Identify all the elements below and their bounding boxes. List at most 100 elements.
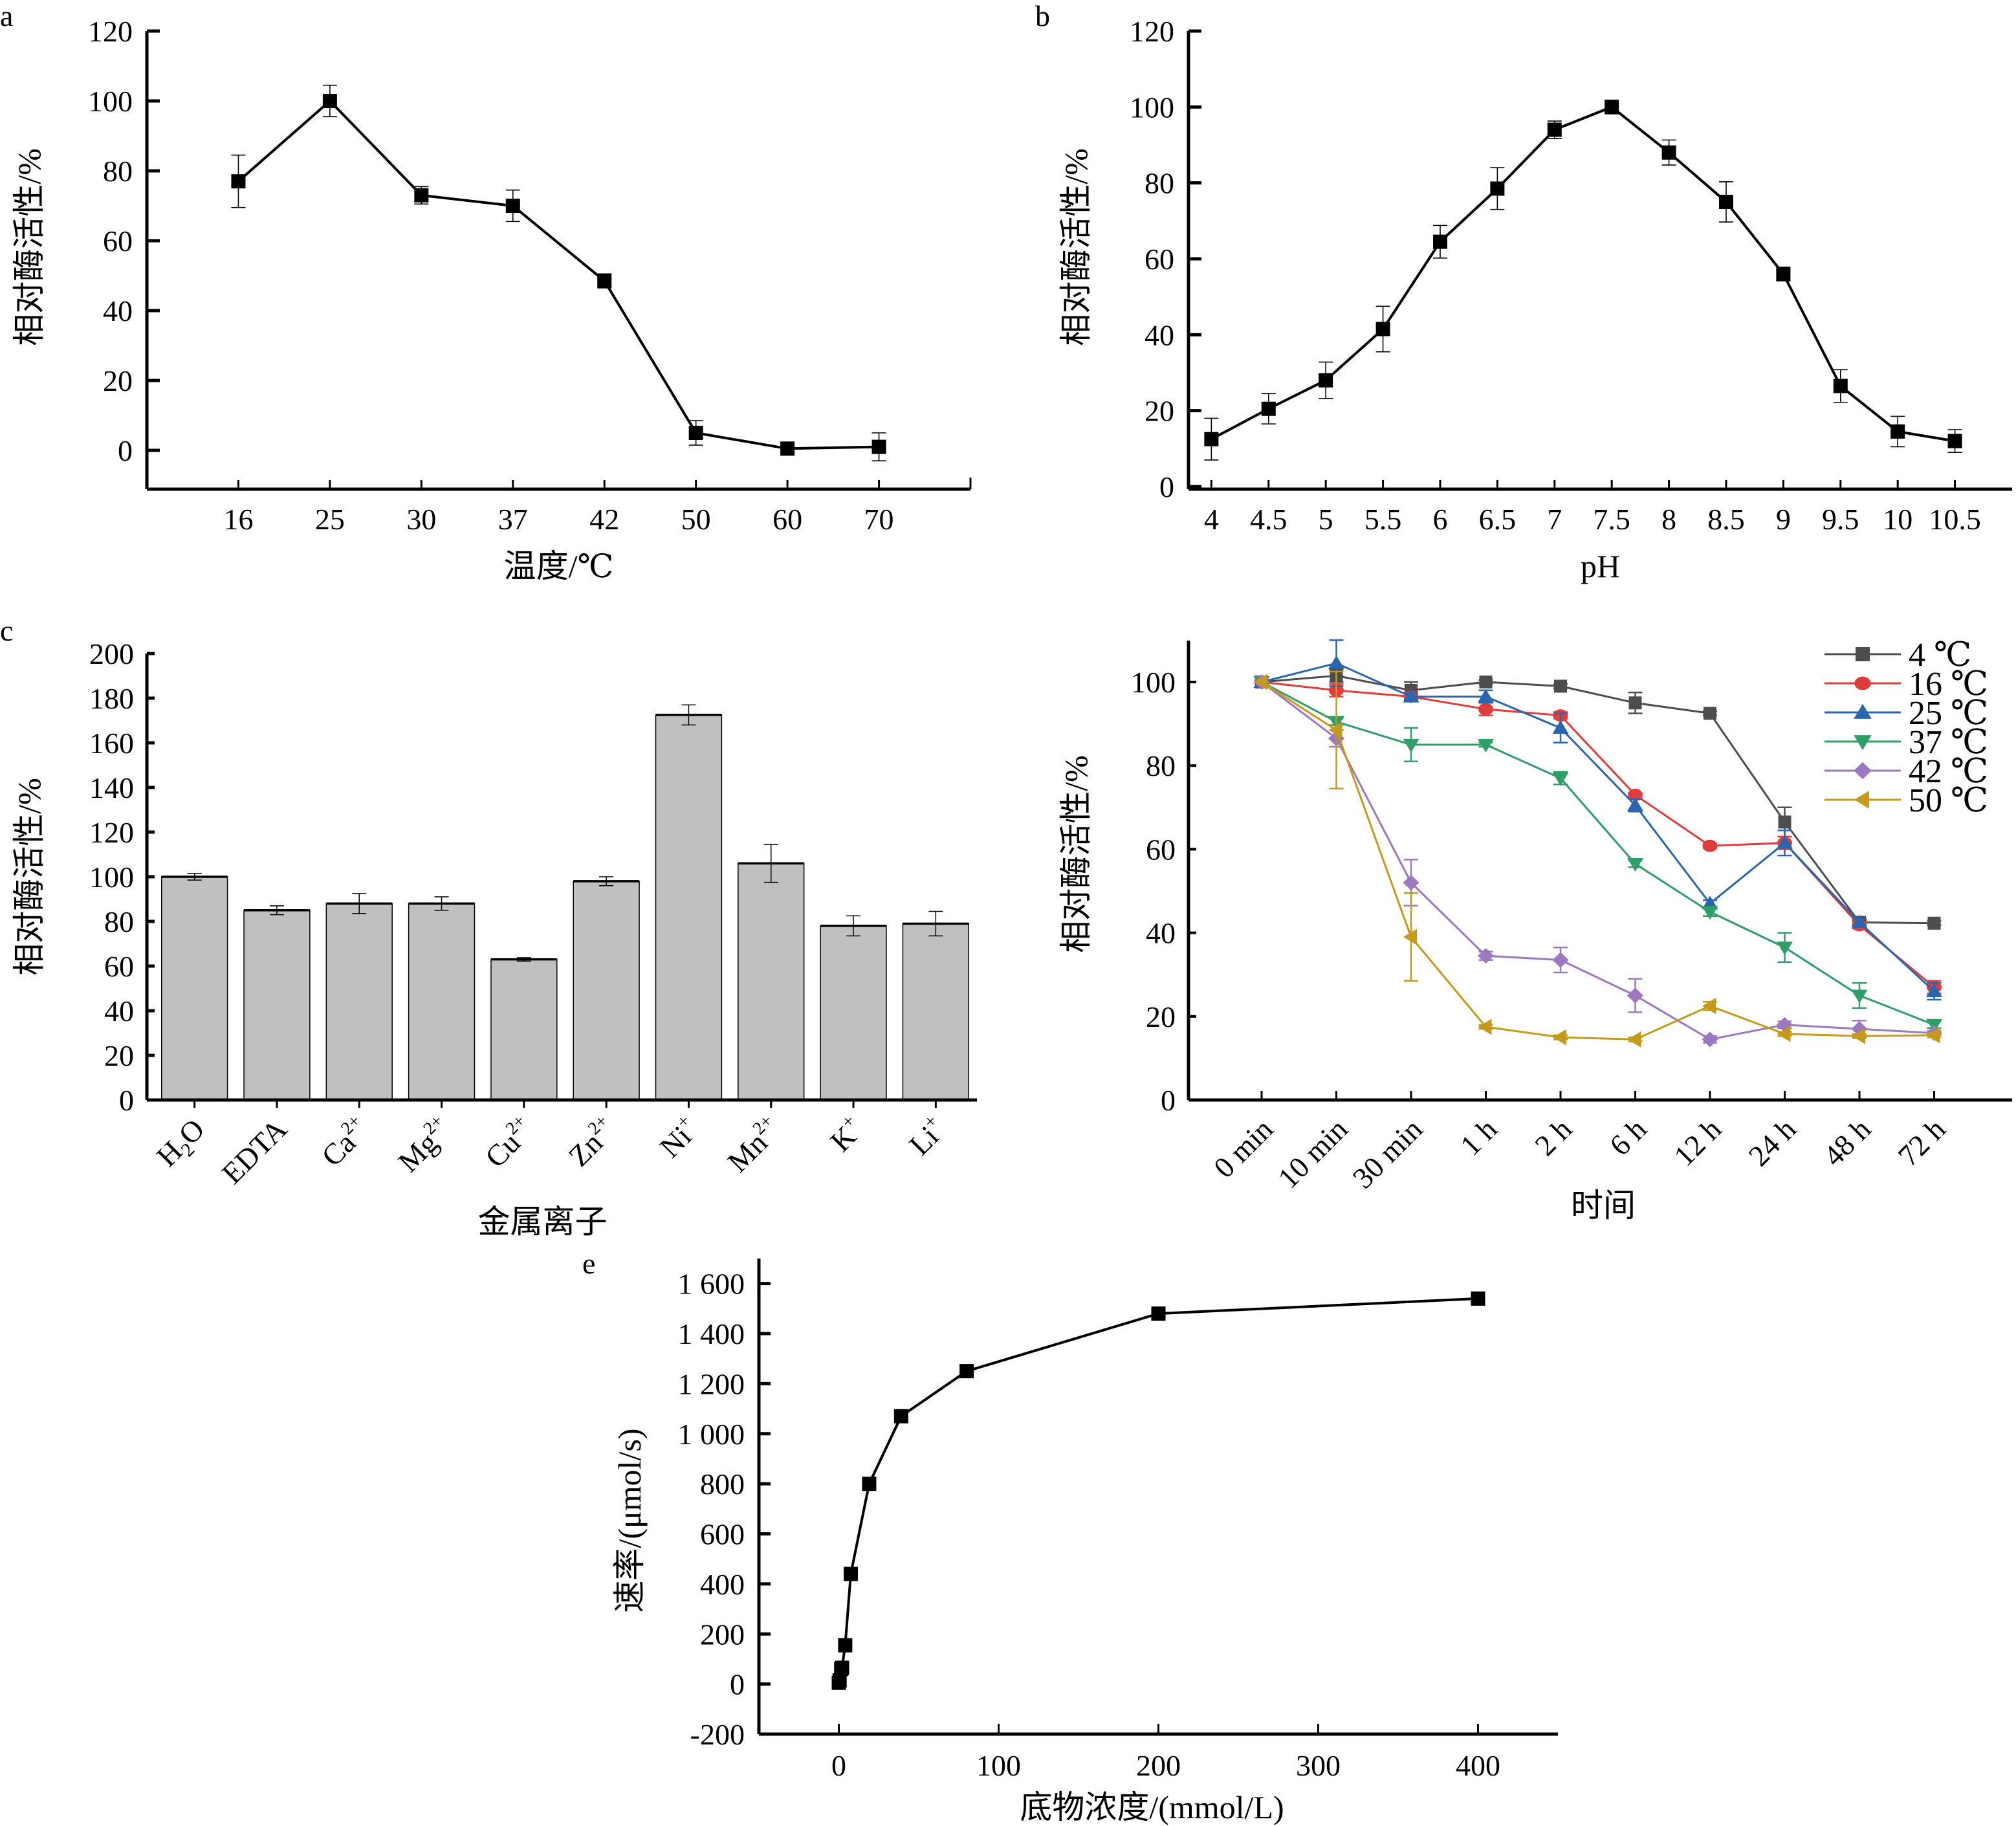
- data-point: [1328, 721, 1342, 738]
- y-tick-label: 140: [89, 771, 134, 804]
- data-point: [1704, 707, 1716, 720]
- error-bar: [516, 957, 531, 962]
- x-tick-label: 7.5: [1593, 503, 1630, 536]
- legend-item: 42 ℃: [1824, 753, 1988, 790]
- panel-e-kinetics-chart: e -200 0 200 400 600 800 1 000 1 200 1 400 1 600 0 1…: [582, 1247, 1558, 1825]
- bar: [490, 958, 558, 1101]
- data-point: [1261, 401, 1276, 416]
- y-tick-label: 80: [1145, 167, 1174, 200]
- y-tick-label: 120: [89, 816, 134, 849]
- data-point: [1628, 696, 1642, 710]
- x-tick-label: Ni+: [652, 1111, 705, 1164]
- data-point: [1702, 839, 1718, 852]
- y-tick-label: -200: [690, 1718, 745, 1751]
- data-point: [322, 94, 337, 108]
- data-point: [1403, 688, 1419, 703]
- data-point: [862, 1477, 877, 1491]
- data-point: [1478, 948, 1494, 964]
- data-point: [1627, 858, 1643, 872]
- data-point: [1254, 674, 1267, 690]
- y-tick-label: 1 400: [678, 1317, 745, 1350]
- x-tick-label: 200: [1136, 1749, 1181, 1782]
- y-axis-title: 相对酶活性/%: [1058, 148, 1094, 346]
- x-tick-label: 6 h: [1603, 1112, 1653, 1162]
- x-tick-label: 400: [1456, 1749, 1500, 1782]
- panel-a-temperature-chart: a 0 20 40 60 80 100 120 16 25 30 37 42 50 60 70 温度/℃ 相对酶活…: [0, 0, 972, 584]
- legend-marker: [1854, 735, 1872, 751]
- data-point: [1702, 1031, 1718, 1048]
- data-point: [1926, 984, 1942, 998]
- y-tick-label: 20: [104, 1039, 134, 1072]
- legend-marker: [1854, 676, 1871, 690]
- x-tick-label: 6.5: [1479, 503, 1517, 536]
- legend-label: 25 ℃: [1909, 695, 1988, 732]
- y-tick-label: 120: [1130, 15, 1174, 48]
- data-point: [1478, 1018, 1492, 1035]
- bar: [160, 876, 228, 1101]
- bar: [243, 910, 311, 1101]
- data-point: [505, 199, 520, 213]
- legend-label: 37 ℃: [1909, 724, 1988, 761]
- series-line: [1261, 662, 1935, 993]
- data-point: [835, 1660, 849, 1675]
- x-tick-label: 37: [498, 503, 528, 536]
- y-tick-label: 200: [89, 637, 134, 670]
- data-point: [1627, 1031, 1641, 1048]
- x-tick-label: 50: [681, 503, 711, 536]
- data-point: [1554, 679, 1567, 693]
- y-tick-label: 20: [1146, 1000, 1176, 1033]
- x-axis-title: 底物浓度/(mmol/L): [1020, 1789, 1284, 1825]
- x-axis-title: 金属离子: [478, 1204, 608, 1240]
- bar: [738, 863, 805, 1101]
- y-tick-label: 20: [103, 364, 133, 397]
- x-tick-label: 100: [976, 1749, 1021, 1782]
- panel-label: e: [582, 1247, 595, 1280]
- y-tick-label: 60: [104, 950, 134, 983]
- y-tick-label: 180: [89, 682, 134, 715]
- error-bar: [763, 844, 778, 883]
- data-point: [1319, 373, 1333, 388]
- legend-label: 50 ℃: [1909, 782, 1988, 819]
- data-point: [1777, 1026, 1791, 1042]
- y-tick-label: 100: [1131, 666, 1176, 699]
- bar: [408, 903, 476, 1101]
- bar: [573, 881, 640, 1101]
- x-tick-label: 2 h: [1528, 1112, 1578, 1162]
- y-axis-title: 相对酶活性/%: [11, 148, 47, 346]
- error-bar: [681, 704, 696, 726]
- data-point: [1478, 738, 1494, 753]
- y-tick-label: 0: [1159, 470, 1174, 503]
- data-point: [1479, 676, 1493, 688]
- data-point: [1702, 906, 1718, 920]
- panel-label: c: [0, 614, 13, 647]
- data-point: [597, 274, 612, 289]
- y-axis-title: 速率/(μmol/s): [611, 1428, 648, 1612]
- data-point: [1605, 100, 1619, 115]
- legend-label: 4 ℃: [1909, 637, 1971, 674]
- x-tick-label: 42: [589, 503, 619, 536]
- data-point: [231, 174, 246, 189]
- y-tick-label: 0: [730, 1668, 745, 1701]
- x-tick-label: Mg2+: [390, 1111, 457, 1178]
- data-point: [959, 1364, 974, 1379]
- series-line: [1261, 681, 1934, 1040]
- data-point: [1852, 1028, 1865, 1044]
- x-axis-title: 时间: [1571, 1187, 1636, 1224]
- x-tick-label: Li+: [901, 1111, 952, 1161]
- bar: [325, 903, 393, 1101]
- x-tick-label: 25: [315, 503, 345, 536]
- data-point: [1661, 145, 1676, 160]
- x-tick-label: 70: [864, 503, 894, 536]
- data-point: [1552, 952, 1569, 968]
- y-tick-label: 80: [103, 155, 133, 188]
- data-point: [1851, 989, 1868, 1004]
- series-line: [837, 1297, 1478, 1684]
- x-tick-label: Cu2+: [477, 1111, 540, 1174]
- x-tick-label: 12 h: [1667, 1112, 1727, 1172]
- error-bar: [187, 873, 202, 881]
- legend-marker: [1854, 762, 1872, 780]
- data-point: [1403, 875, 1419, 891]
- data-point: [1628, 788, 1643, 801]
